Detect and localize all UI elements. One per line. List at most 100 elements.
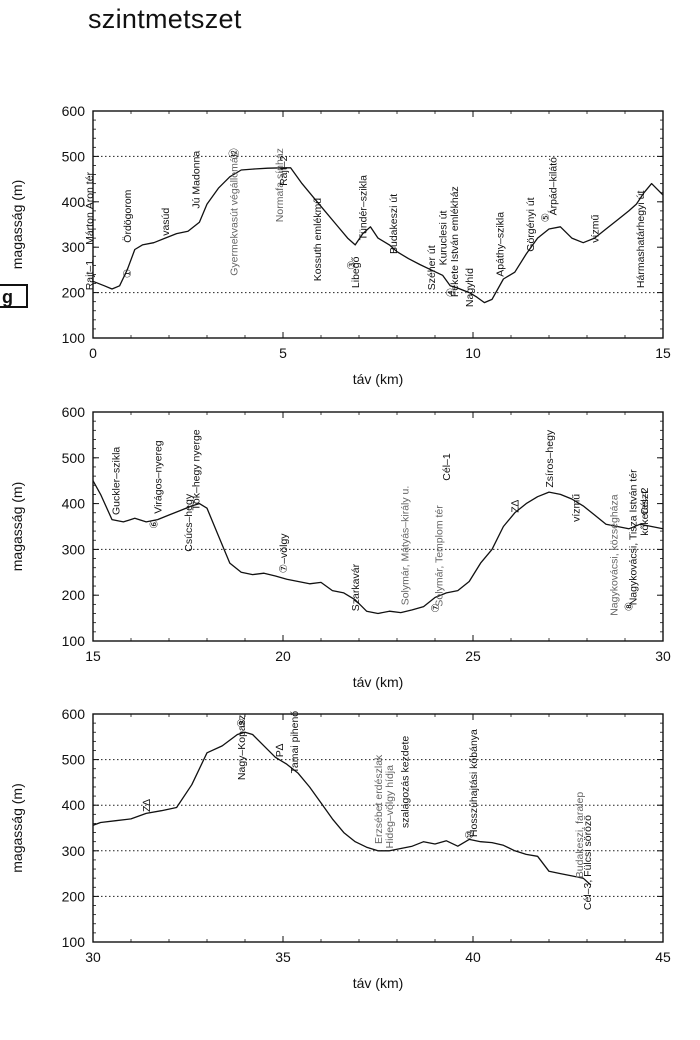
annotation-label: Tök–hegy nyerge: [190, 429, 202, 510]
annotation-label: ⑩: [464, 830, 476, 839]
annotation-label: Solymár, Mátyás–király u.: [399, 486, 411, 606]
y-tick-label: 300: [62, 843, 86, 859]
y-tick-label: 500: [62, 450, 86, 466]
annotation-label: Széher út: [426, 245, 438, 290]
plot-frame: [92, 110, 664, 339]
annotation-label: ④: [445, 288, 457, 297]
x-tick-label: 25: [465, 648, 481, 664]
annotation-label: Cél–2: [639, 487, 651, 515]
y-tick-label: 100: [62, 633, 86, 649]
x-tick-label: 15: [655, 345, 671, 361]
y-tick-label: 400: [62, 496, 86, 512]
annotation-label: Ördögorom: [122, 189, 134, 242]
page-title: szintmetszet: [88, 4, 242, 34]
annotation-label: Kuruclesi út: [437, 210, 449, 265]
annotation-label: Cél–1: [441, 453, 453, 481]
x-axis-label: táv (km): [353, 975, 404, 991]
annotation-label: Fekete István emlékház: [449, 186, 461, 297]
annotation-label: Kossuth emlékmű: [312, 198, 324, 282]
annotation-label: Erzsébet erdészlak: [373, 754, 385, 844]
annotation-label: ⑥: [149, 519, 161, 528]
annotation-label: Z∆: [510, 499, 522, 512]
y-tick-label: 600: [62, 706, 86, 722]
chart-panel-2: 100 200 300 400 500 600 15 20 25 30 táv (km) magass…: [9, 404, 671, 690]
annotation-label: Apáthy–szikla: [494, 212, 506, 277]
x-tick-label: 30: [655, 648, 671, 664]
annotation-label: Virágos–nyereg: [152, 440, 164, 514]
annotation-label: Nagykovácsi, Tisza István tér: [627, 469, 639, 605]
annotation-label: Normafa sínház: [274, 148, 286, 222]
x-tick-label: 35: [275, 949, 291, 965]
x-tick-label: 30: [85, 949, 101, 965]
y-tick-label: 600: [62, 404, 86, 420]
annotation-label: vízmű: [589, 215, 601, 243]
y-tick-label: 100: [62, 934, 86, 950]
annotation-label: Guckler–szikla: [111, 447, 123, 515]
y-tick-label: 500: [62, 752, 86, 768]
annotation-label: Nagy–Kopasz: [236, 715, 248, 780]
x-tick-label: 5: [279, 345, 287, 361]
annotation-label: Jú Madonna: [190, 151, 202, 209]
y-tick-label: 200: [62, 587, 86, 603]
y-axis-label: magasság (m): [9, 482, 25, 571]
annotation-label: ⑨: [236, 718, 248, 727]
annotation-label: ⑦: [430, 603, 442, 612]
annotation-label: Budakeszi út: [388, 194, 400, 254]
annotation-label: Görgényi út: [525, 197, 537, 251]
x-axis-label: táv (km): [353, 371, 404, 387]
annotation-label: Budakeszi, faralep: [574, 792, 586, 879]
y-tick-label: 600: [62, 103, 86, 119]
elevation-series-line-1: [93, 480, 663, 615]
annotation-label: kőkereszt: [639, 491, 651, 536]
y-tick-label: 300: [62, 541, 86, 557]
plot-frame: [92, 411, 664, 642]
y-tick-label: 200: [62, 888, 86, 904]
y-tick-label: 100: [62, 330, 86, 346]
annotation-label: ③: [346, 260, 358, 269]
annotation-label: ⑫: [228, 148, 240, 159]
y-axis-label: magasság (m): [9, 783, 25, 872]
x-tick-label: 0: [89, 345, 97, 361]
chart-panel-1: 100 200 300 400 500 600 0 5 10 15 táv (km) magasság…: [9, 103, 671, 387]
annotation-label: vízmű: [570, 494, 582, 522]
plot-frame: [92, 713, 664, 943]
x-tick-label: 40: [465, 949, 481, 965]
annotation-label: Libegő: [350, 256, 362, 288]
annotation-label: Cél–3, Fülcsi sörözö: [582, 815, 594, 910]
annotation-label: szalagozás kezdete: [399, 736, 411, 828]
y-tick-label: 200: [62, 285, 86, 301]
annotation-label: Nagykovácsi, községháza: [608, 494, 620, 616]
annotation-label: ①: [122, 269, 134, 278]
annotation-label: Tamai pihenő: [289, 711, 301, 774]
x-tick-label: 15: [85, 648, 101, 664]
annotation-label: Nagyhíd: [464, 268, 476, 307]
annotation-label: Rajt–1: [84, 260, 96, 291]
annotation-label: ⑤: [540, 213, 552, 222]
x-tick-label: 10: [465, 345, 481, 361]
annotation-label: ⑧: [624, 602, 636, 611]
y-tick-label: 400: [62, 797, 86, 813]
x-axis-label: táv (km): [353, 674, 404, 690]
annotation-label: ⑦–völgy: [278, 533, 290, 574]
chart-panel-3: 100 200 300 400 500 600 30 35 40 45 táv (km) magass…: [9, 706, 671, 991]
annotation-label: Rajt–2: [278, 155, 290, 186]
y-tick-label: 300: [62, 239, 86, 255]
side-mark: g: [0, 284, 28, 308]
annotation-label: Hideg–völgy hídja: [384, 765, 396, 849]
y-tick-label: 500: [62, 148, 86, 164]
annotation-label: Hosszúhajtási kőbánya: [468, 729, 480, 837]
y-tick-label: 400: [62, 194, 86, 210]
annotation-label: Z∆: [141, 799, 153, 812]
annotation-label: vasúd: [160, 208, 172, 236]
x-tick-label: 20: [275, 648, 291, 664]
annotation-label: Szarkavár: [350, 563, 362, 611]
annotation-label: Árpád–kilátó: [547, 157, 560, 216]
y-axis-label: magasság (m): [9, 180, 25, 269]
annotation-label: Csúcs–hegy: [183, 493, 195, 552]
annotation-label: Márton Áron tér: [83, 171, 96, 244]
elevation-series-line-1: [93, 731, 592, 886]
annotation-label: Gyermekvasút végállomás: [228, 152, 240, 276]
annotation-label: Zsíros–hegy: [544, 429, 556, 488]
annotation-label: P∆: [274, 743, 286, 757]
